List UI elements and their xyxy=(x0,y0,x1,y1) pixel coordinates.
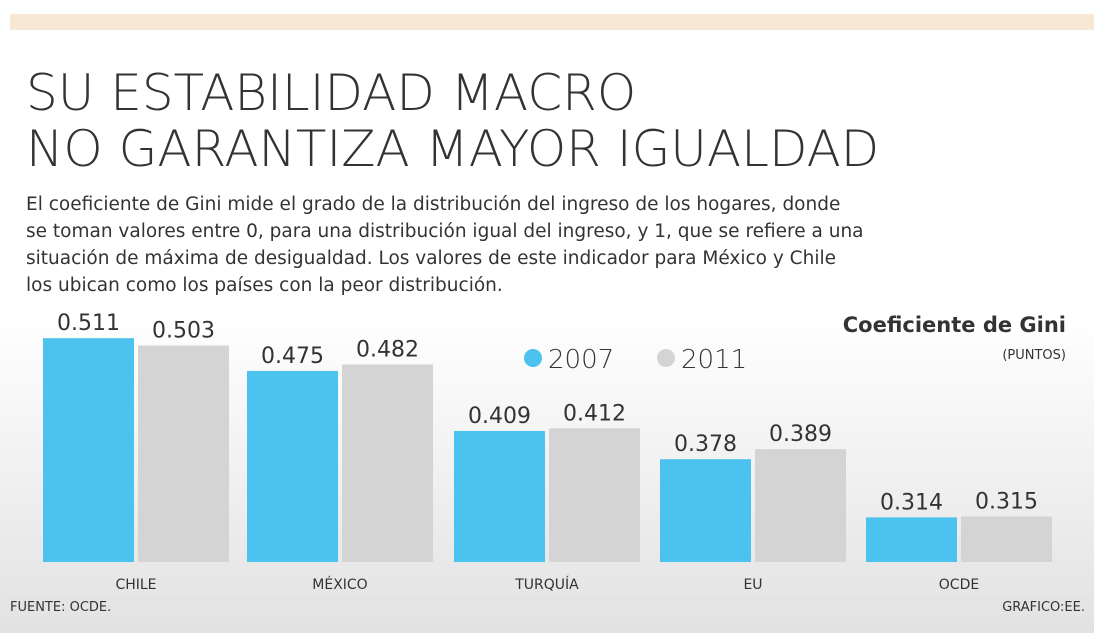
x-tick-label: OCDE xyxy=(939,577,979,593)
x-tick-label: CHILE xyxy=(115,577,156,593)
title-line: NO GARANTIZA MAYOR IGUALDAD xyxy=(26,120,879,178)
subtitle-line: los ubican como los países con la peor d… xyxy=(26,275,503,296)
legend-label: 2011 xyxy=(681,345,747,375)
subtitle-line: El coeficiente de Gini mide el grado de … xyxy=(26,194,840,215)
bar xyxy=(454,430,545,562)
unit-label: (PUNTOS) xyxy=(1002,348,1066,363)
footer-band xyxy=(10,597,1084,615)
bar xyxy=(866,517,957,562)
chart-title: Coeficiente de Gini xyxy=(843,313,1066,337)
data-label: 0.389 xyxy=(769,422,832,447)
legend-marker xyxy=(524,349,542,367)
bar xyxy=(138,345,229,562)
data-label: 0.314 xyxy=(880,490,943,515)
data-label: 0.475 xyxy=(261,344,324,369)
bar xyxy=(549,428,640,562)
data-label: 0.409 xyxy=(468,404,531,429)
top-band xyxy=(10,14,1094,30)
bar xyxy=(755,449,846,562)
x-tick-label: TURQUÍA xyxy=(514,576,579,593)
credit: GRAFICO:EE. xyxy=(1002,600,1085,615)
subtitle-line: situación de máxima de desigualdad. Los … xyxy=(26,248,836,269)
bar xyxy=(342,364,433,562)
title-line: SU ESTABILIDAD MACRO xyxy=(26,64,636,122)
bar xyxy=(247,370,338,562)
bar xyxy=(660,459,751,562)
bar xyxy=(43,338,134,562)
data-label: 0.315 xyxy=(975,490,1038,515)
legend-label: 2007 xyxy=(548,345,614,375)
source: FUENTE: OCDE. xyxy=(10,600,111,615)
legend-marker xyxy=(657,349,675,367)
data-label: 0.482 xyxy=(356,338,419,363)
data-label: 0.511 xyxy=(57,311,120,336)
data-label: 0.412 xyxy=(563,401,626,426)
subtitle-line: se toman valores entre 0, para una distr… xyxy=(26,221,864,242)
data-label: 0.503 xyxy=(152,318,215,343)
x-tick-label: EU xyxy=(743,577,762,593)
x-tick-label: MÉXICO xyxy=(312,576,367,593)
data-label: 0.378 xyxy=(674,432,737,457)
bar xyxy=(961,516,1052,562)
